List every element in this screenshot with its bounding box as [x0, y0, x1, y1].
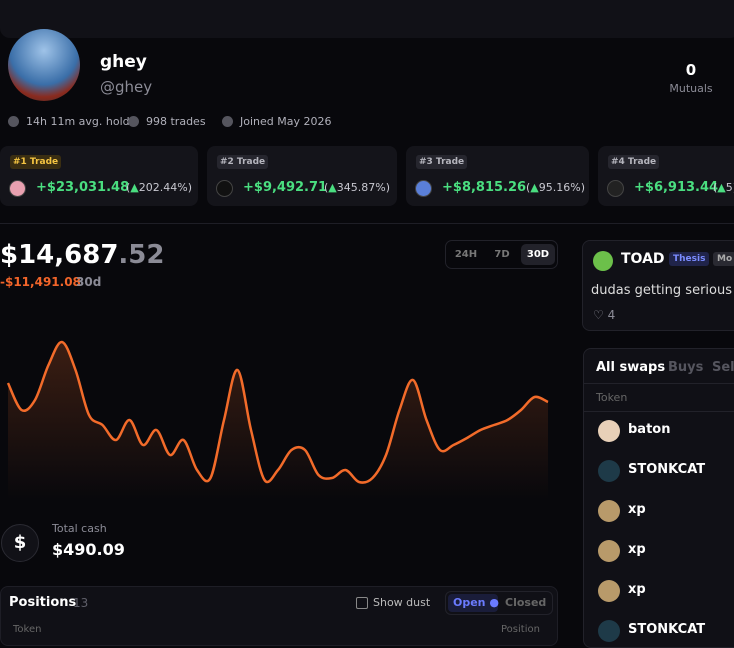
open-bg [448, 594, 498, 612]
pnl-chart [6, 340, 549, 500]
pnl-line [6, 340, 549, 484]
swap-tab[interactable]: Sell [712, 360, 734, 375]
trade-card[interactable]: #2 Trade +$9,492.71 (▲345.87%) [207, 146, 397, 206]
avatar[interactable] [8, 29, 80, 101]
swap-token-icon [598, 420, 620, 442]
balance-cents: .52 [118, 240, 165, 270]
trade-pnl: +$9,492.71 [243, 180, 328, 195]
trade-rank: #4 Trade [608, 155, 660, 169]
open-tab[interactable]: Open ● [453, 596, 499, 609]
trade-pct: (▲95.16%) [526, 181, 586, 194]
col-position: Position [501, 624, 540, 635]
swap-tab[interactable]: Buys [668, 360, 704, 375]
token-icon [415, 180, 432, 197]
trade-rank: #1 Trade [10, 155, 62, 169]
positions-title: Positions [9, 595, 77, 610]
range-tab[interactable]: 7D [494, 249, 510, 260]
stat: Joined May 2026 [240, 115, 332, 128]
trade-card[interactable]: #3 Trade +$8,815.26 (▲95.16%) [406, 146, 589, 206]
token-icon [607, 180, 624, 197]
trade-card[interactable]: #1 Trade +$23,031.48 (▲202.44%) [0, 146, 198, 206]
trade-pct: (▲202.44%) [126, 181, 193, 194]
divider [0, 223, 734, 224]
swap-token[interactable]: xp [628, 582, 646, 597]
mutuals-label: Mutuals [669, 82, 713, 95]
range-tab[interactable]: 30D [521, 244, 555, 265]
pct-value: 95.16% [538, 181, 581, 194]
trade-pnl: +$8,815.26 [442, 180, 527, 195]
balance: $14,687.52 [0, 240, 164, 270]
closed-tab[interactable]: Closed [505, 596, 547, 609]
profile-name: ghey [100, 52, 147, 72]
trade-pnl: +$6,913.44 [634, 180, 719, 195]
swap-token-icon [598, 500, 620, 522]
stat: 14h 11m avg. hold [26, 115, 130, 128]
swap-token[interactable]: STONKCAT [628, 462, 706, 477]
range-tabs: 24H 7D 30D [445, 240, 558, 269]
top-bar [0, 0, 734, 38]
post-likes[interactable]: ♡ 4 [593, 308, 616, 322]
token-icon [216, 180, 233, 197]
swaps-col-token: Token [596, 391, 628, 404]
token-icon [9, 180, 26, 197]
trade-pct: (▲345.87%) [324, 181, 391, 194]
post-card[interactable]: TOAD Thesis Mo dudas getting serious n ♡… [582, 240, 734, 331]
post-text: dudas getting serious n [591, 283, 734, 298]
swaps-divider [584, 411, 734, 412]
swap-token[interactable]: baton [628, 422, 671, 437]
trade-pct: (▲5) [713, 181, 734, 194]
pct-value: 5 [725, 181, 733, 194]
post-author: TOAD [621, 251, 665, 267]
stat-icon [8, 116, 19, 127]
open-label: Open [453, 596, 486, 609]
post-tag: Mo [713, 252, 734, 266]
swaps-divider [584, 383, 734, 384]
trade-rank: #2 Trade [217, 155, 269, 169]
likes-count: 4 [607, 308, 616, 322]
trade-card[interactable]: #4 Trade +$6,913.44(▲5) [598, 146, 734, 206]
swap-token-icon [598, 580, 620, 602]
show-dust[interactable]: Show dust [373, 596, 431, 609]
status-toggle [445, 591, 553, 615]
cash-icon: $ [1, 524, 39, 562]
cash-label: Total cash [52, 522, 107, 535]
swap-token-icon [598, 540, 620, 562]
swap-token[interactable]: xp [628, 542, 646, 557]
swap-tab[interactable]: All swaps [596, 360, 666, 375]
stat: 998 trades [146, 115, 206, 128]
post-avatar [593, 251, 613, 271]
profile-handle: @ghey [100, 78, 153, 96]
swap-token-icon [598, 460, 620, 482]
stat-icon [222, 116, 233, 127]
trade-pnl: +$23,031.48 [36, 180, 130, 195]
stat-icon [128, 116, 139, 127]
col-token: Token [13, 624, 42, 635]
pct-value: 345.87% [336, 181, 386, 194]
positions-count: 13 [73, 596, 89, 610]
balance-period: 30d [76, 275, 102, 289]
cash-value: $490.09 [52, 540, 125, 559]
swap-token[interactable]: xp [628, 502, 646, 517]
dust-checkbox[interactable] [356, 597, 368, 609]
trade-rank: #3 Trade [416, 155, 468, 169]
mutuals-count: 0 [685, 61, 697, 79]
pct-value: 202.44% [138, 181, 188, 194]
post-tag: Thesis [669, 252, 710, 266]
balance-change: -$11,491.08 [0, 275, 81, 289]
pnl-area [8, 341, 548, 500]
range-tab[interactable]: 24H [454, 249, 478, 260]
swap-token-icon [598, 620, 620, 642]
swap-token[interactable]: STONKCAT [628, 622, 706, 637]
balance-whole: $14,687 [0, 240, 119, 270]
